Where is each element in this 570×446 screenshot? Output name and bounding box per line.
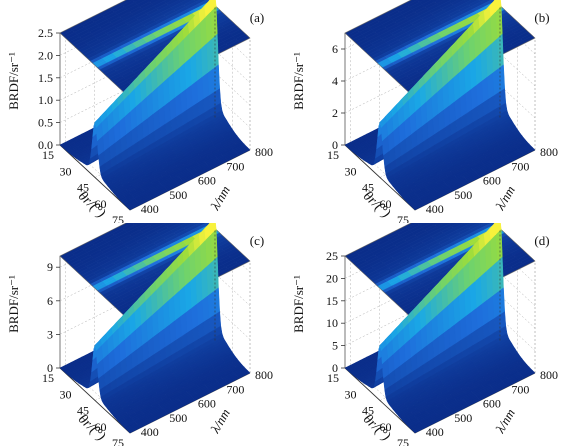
projection-cell xyxy=(448,0,459,4)
z-gridline xyxy=(59,39,251,106)
projection-cell xyxy=(195,223,207,228)
chart-svg: 0.0 0.5 1.0 1.5 2.0 2.5 15 30 45 60 75 400 500 600 700… xyxy=(6,0,273,223)
axes-grid: 0.0 0.5 1.0 1.5 2.0 2.5 15 30 45 60 75 400 500 600 700… xyxy=(38,0,273,223)
y-tick-label: 600 xyxy=(483,174,501,188)
chart-svg: 03691530456075400500600700800BRDF/sr⁻¹θr… xyxy=(6,223,273,446)
panel-a: 0.0 0.5 1.0 1.5 2.0 2.5 15 30 45 60 75 400 500 600 700… xyxy=(0,0,285,223)
z-gridline xyxy=(59,274,251,340)
y-tick-label: 500 xyxy=(169,188,187,202)
projection-border xyxy=(59,0,251,99)
panel-b: 0 2 4 6 15 30 45 60 75 400 500 600 700 800 BRDF/sr⁻¹ θr… xyxy=(285,0,570,223)
projection-cell xyxy=(148,0,160,5)
z-tick-label: 1.0 xyxy=(38,93,53,107)
x-tick-label: 15 xyxy=(42,148,54,162)
panel-label: (b) xyxy=(534,10,549,25)
y-tick-label: 800 xyxy=(255,368,273,382)
projection-cell xyxy=(134,223,147,228)
z-tick-label: 2.5 xyxy=(38,26,53,40)
y-tick-label: 700 xyxy=(226,159,244,173)
projection-cell xyxy=(131,223,140,226)
surface xyxy=(344,0,536,211)
z-tick-label: 2.0 xyxy=(38,48,53,62)
x-tick-label: 75 xyxy=(112,213,124,223)
y-tick-label: 600 xyxy=(198,397,216,411)
z-gridline xyxy=(344,52,536,119)
z-axis-label: BRDF/sr⁻¹ xyxy=(6,52,21,110)
projection-border xyxy=(59,223,251,322)
z-tick-label: 0.0 xyxy=(38,138,53,152)
x-axis-label: θr/(°) xyxy=(360,189,393,221)
x-tick-label: 30 xyxy=(60,387,72,401)
z-tick-label: 6 xyxy=(47,294,53,308)
x-tick-label: 15 xyxy=(42,371,54,385)
z-tick-label: 9 xyxy=(47,260,53,274)
projection-cell xyxy=(134,0,147,5)
projection-cell xyxy=(163,0,174,4)
y-axis-label: λ/nm xyxy=(492,183,518,213)
surface xyxy=(59,0,251,211)
x-tick-label: 75 xyxy=(397,213,409,223)
projection-cell xyxy=(465,0,479,5)
y-tick-label: 800 xyxy=(255,145,273,159)
projection-cell xyxy=(178,0,187,3)
x-tick-label: 60 xyxy=(95,420,107,434)
x-tick-label: 30 xyxy=(60,164,72,178)
z-axis-label: BRDF/sr⁻¹ xyxy=(291,52,306,110)
x-tick-label: 30 xyxy=(345,164,357,178)
z-tick-label: 3 xyxy=(47,327,53,341)
projection-border xyxy=(344,0,536,99)
projection-cell xyxy=(178,223,187,226)
projection-cell xyxy=(131,0,140,3)
y-tick-label: 700 xyxy=(511,159,529,173)
y-tick-label: 500 xyxy=(169,411,187,425)
z-tick-label: 4 xyxy=(332,74,338,88)
y-tick-label: 400 xyxy=(141,202,159,216)
z-tick-label: 0 xyxy=(332,138,338,152)
y-tick-label: 400 xyxy=(426,202,444,216)
x-tick-label: 60 xyxy=(95,197,107,211)
y-tick-label: 500 xyxy=(454,188,472,202)
projection-cell xyxy=(148,223,160,228)
chart-svg: 0 2 4 6 15 30 45 60 75 400 500 600 700 800 BRDF/sr⁻¹ θr… xyxy=(291,0,558,223)
y-tick-label: 400 xyxy=(141,425,159,439)
projection-cell xyxy=(193,223,200,226)
surface-cell xyxy=(413,205,421,211)
x-tick-label: 45 xyxy=(77,404,89,418)
projection-cell xyxy=(195,0,207,5)
x-tick-label: 45 xyxy=(77,181,89,195)
z-tick-label: 0 xyxy=(47,361,53,375)
z-tick-label: 1.5 xyxy=(38,71,53,85)
y-tick-label: 700 xyxy=(226,382,244,396)
panel-label: (a) xyxy=(250,10,264,25)
projection-cell xyxy=(180,223,194,228)
surface-cell xyxy=(128,205,136,211)
surface xyxy=(59,223,251,434)
projection-cell xyxy=(433,0,445,5)
x-tick-label: 45 xyxy=(362,181,374,195)
z-tick-label: 6 xyxy=(332,42,338,56)
x-tick-label: 15 xyxy=(327,148,339,162)
x-tick-label: 75 xyxy=(112,436,124,446)
projection-cell xyxy=(463,0,472,3)
z-tick-label: 0.5 xyxy=(38,116,53,130)
projection-cell xyxy=(419,0,432,5)
y-tick-label: 600 xyxy=(198,174,216,188)
projection-cell xyxy=(416,0,425,3)
projection-cell xyxy=(163,223,174,227)
projection-cell xyxy=(478,0,485,3)
z-gridline xyxy=(59,62,251,128)
projection-cell xyxy=(180,0,194,5)
x-axis-label: θr/(°) xyxy=(75,189,108,221)
panel-c: 0 3 6 9 15 30 45 60 75 400 500 600 700 800 BRDF/sr⁻¹ θr… xyxy=(0,223,285,446)
projection-cell xyxy=(193,0,200,3)
projection-cell xyxy=(480,0,492,5)
x-tick-label: 60 xyxy=(380,197,392,211)
z-tick-label: 2 xyxy=(332,106,338,120)
y-tick-label: 800 xyxy=(540,145,558,159)
y-axis-label: λ/nm xyxy=(207,183,233,213)
